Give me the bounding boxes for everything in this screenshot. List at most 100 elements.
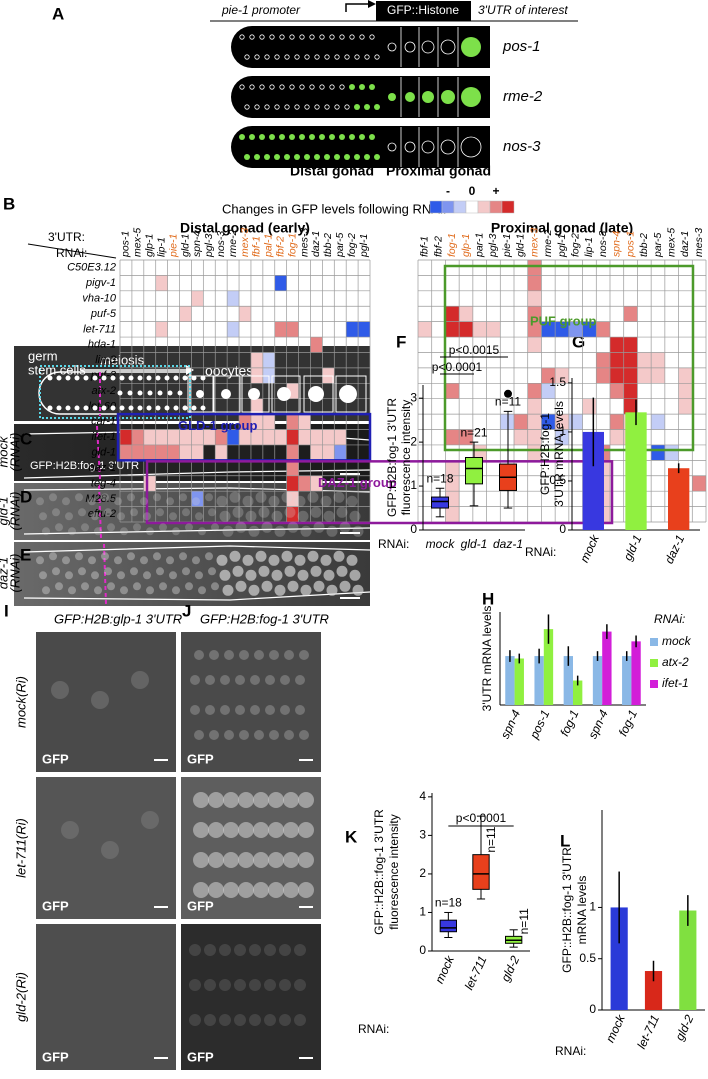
- nucleus: [268, 495, 280, 507]
- legend-minus: -: [446, 184, 450, 198]
- nucleus: [354, 54, 360, 60]
- stem-label: germ: [28, 348, 58, 363]
- nucleus: [346, 495, 358, 507]
- nucleus: [281, 550, 293, 562]
- nucleus: [269, 84, 275, 90]
- legend-title: RNAi:: [654, 612, 685, 626]
- y-tick-label: 0.5: [579, 951, 596, 965]
- nucleus: [235, 705, 245, 715]
- group-label: PUF group: [530, 313, 596, 328]
- nucleus: [364, 154, 370, 160]
- nucleus: [65, 512, 73, 521]
- column-label: spn-4: [611, 231, 623, 257]
- column-label: glp-1: [144, 234, 156, 257]
- nucleus: [49, 493, 57, 502]
- nucleus: [219, 1014, 231, 1026]
- heat-cell: [596, 367, 610, 384]
- nucleus: [75, 493, 83, 502]
- nucleus: [74, 375, 80, 381]
- nucleus: [107, 523, 115, 532]
- heat-cell: [459, 321, 473, 338]
- nucleus: [295, 705, 305, 715]
- nucleus: [307, 550, 319, 562]
- y-axis-label: fluorescence intensity: [387, 814, 401, 929]
- heat-cell: [286, 460, 299, 476]
- nucleus: [192, 497, 200, 506]
- channel-label: GFP: [42, 898, 69, 913]
- nucleus: [208, 882, 224, 898]
- nucleus: [94, 586, 102, 595]
- panel-label: B: [3, 194, 15, 213]
- nucleus: [232, 565, 244, 577]
- nucleus: [249, 34, 255, 40]
- nucleus: [313, 580, 325, 592]
- heat-cell: [334, 429, 347, 445]
- legend-label: ifet-1: [662, 676, 689, 690]
- heat-cell: [610, 383, 624, 399]
- y-axis-label: fluorescence intensity: [399, 400, 413, 515]
- panel-label: A: [52, 4, 64, 23]
- nucleus: [295, 675, 305, 685]
- y-tick-label: 3: [410, 390, 417, 404]
- bar: [573, 680, 583, 705]
- nucleus: [238, 822, 254, 838]
- channel-label: GFP: [187, 898, 214, 913]
- heat-cell: [445, 506, 460, 522]
- oocyte-nucleus: [421, 40, 435, 54]
- heat-cell: [445, 383, 460, 399]
- heat-cell: [286, 414, 299, 430]
- column-label: fog-1: [286, 233, 298, 257]
- nucleus: [62, 497, 70, 506]
- nucleus: [248, 525, 260, 537]
- nucleus: [205, 493, 213, 502]
- legend-swatch: [477, 200, 491, 214]
- heat-cell: [568, 321, 583, 338]
- heat-cell: [286, 321, 299, 338]
- nucleus: [147, 390, 153, 396]
- nucleus: [271, 569, 283, 581]
- y-tick-label: 3: [419, 828, 426, 842]
- bar: [644, 971, 663, 1010]
- gonad-outline: [23, 545, 371, 601]
- heat-cell: [310, 444, 323, 461]
- bar: [534, 656, 544, 705]
- oocyte-nucleus: [387, 142, 397, 152]
- nucleus: [117, 512, 125, 521]
- x-tick-label: let-711: [462, 954, 490, 992]
- column-label: pos-1: [120, 231, 132, 258]
- heat-cell: [262, 414, 275, 430]
- column-label: par-1: [473, 233, 485, 258]
- heat-cell: [286, 475, 299, 492]
- nucleus: [280, 675, 290, 685]
- nucleus: [189, 1014, 201, 1026]
- nucleus: [294, 554, 306, 566]
- row-label: (RNAi): [7, 554, 22, 593]
- nucleus: [349, 34, 355, 40]
- heat-cell: [358, 321, 370, 338]
- oocyte-box: [303, 375, 334, 413]
- nucleus: [254, 730, 264, 740]
- nucleus: [294, 495, 306, 507]
- nucleus: [101, 375, 107, 381]
- nucleus: [253, 852, 269, 868]
- nucleus: [36, 497, 44, 506]
- channel-label: GFP: [187, 751, 214, 766]
- nucleus: [234, 944, 246, 956]
- legend-label: mock: [662, 634, 692, 648]
- transition-line: [103, 543, 107, 605]
- nucleus: [223, 792, 239, 808]
- nucleus: [137, 390, 143, 396]
- heat-cell: [227, 321, 240, 338]
- heat-cell: [286, 383, 299, 399]
- nucleus: [104, 567, 112, 576]
- column-label: pie-1: [167, 234, 179, 258]
- nucleus: [298, 882, 314, 898]
- box: [465, 457, 483, 485]
- reporter-label: GFP:H2B:fog-1 3'UTR: [30, 460, 139, 472]
- promoter-arrow-head: [368, 0, 376, 8]
- group-box: [145, 460, 614, 525]
- bar: [563, 656, 573, 705]
- heat-cell: [239, 414, 251, 430]
- nucleus: [374, 54, 380, 60]
- x-tick-label: fog-1: [557, 708, 581, 739]
